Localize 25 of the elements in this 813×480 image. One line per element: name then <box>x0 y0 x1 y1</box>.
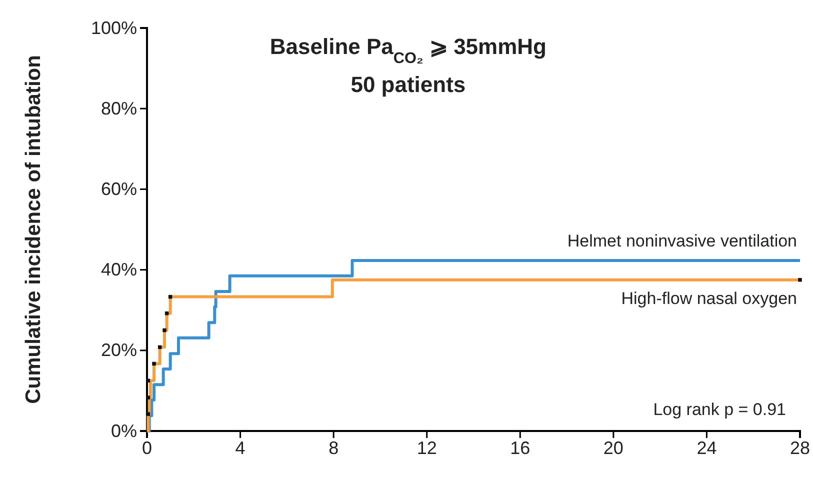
x-tick-label: 16 <box>510 438 530 458</box>
y-tick-label: 40% <box>100 260 137 280</box>
y-tick-label: 20% <box>100 340 137 360</box>
point <box>146 412 150 416</box>
point <box>162 328 166 332</box>
point <box>798 278 802 282</box>
series-label: Helmet noninvasive ventilation <box>567 232 797 251</box>
y-axis-title: Cumulative incidence of intubation <box>22 55 45 404</box>
y-tick-label: 100% <box>90 18 137 38</box>
x-tick-label: 24 <box>696 438 717 458</box>
x-tick-label: 20 <box>603 438 624 458</box>
x-tick-label: 8 <box>328 438 339 458</box>
text: Baseline Pa$_{CO₂}$ ⩾ 35mmHg <box>270 34 547 66</box>
point <box>152 362 156 366</box>
x-tick-label: 12 <box>416 438 437 458</box>
text: 50 patients <box>350 72 466 97</box>
x-tick-label: 0 <box>142 438 152 458</box>
y-tick-label: 60% <box>100 178 137 199</box>
point <box>146 396 150 400</box>
y-tick-label: 0% <box>110 420 137 441</box>
annotation: Log rank p = 0.91 <box>653 400 786 419</box>
y-tick-label: 80% <box>100 98 137 118</box>
x-tick-label: 28 <box>790 438 810 458</box>
series-label: High-flow nasal oxygen <box>621 288 797 308</box>
x-tick-label: 4 <box>235 438 246 458</box>
